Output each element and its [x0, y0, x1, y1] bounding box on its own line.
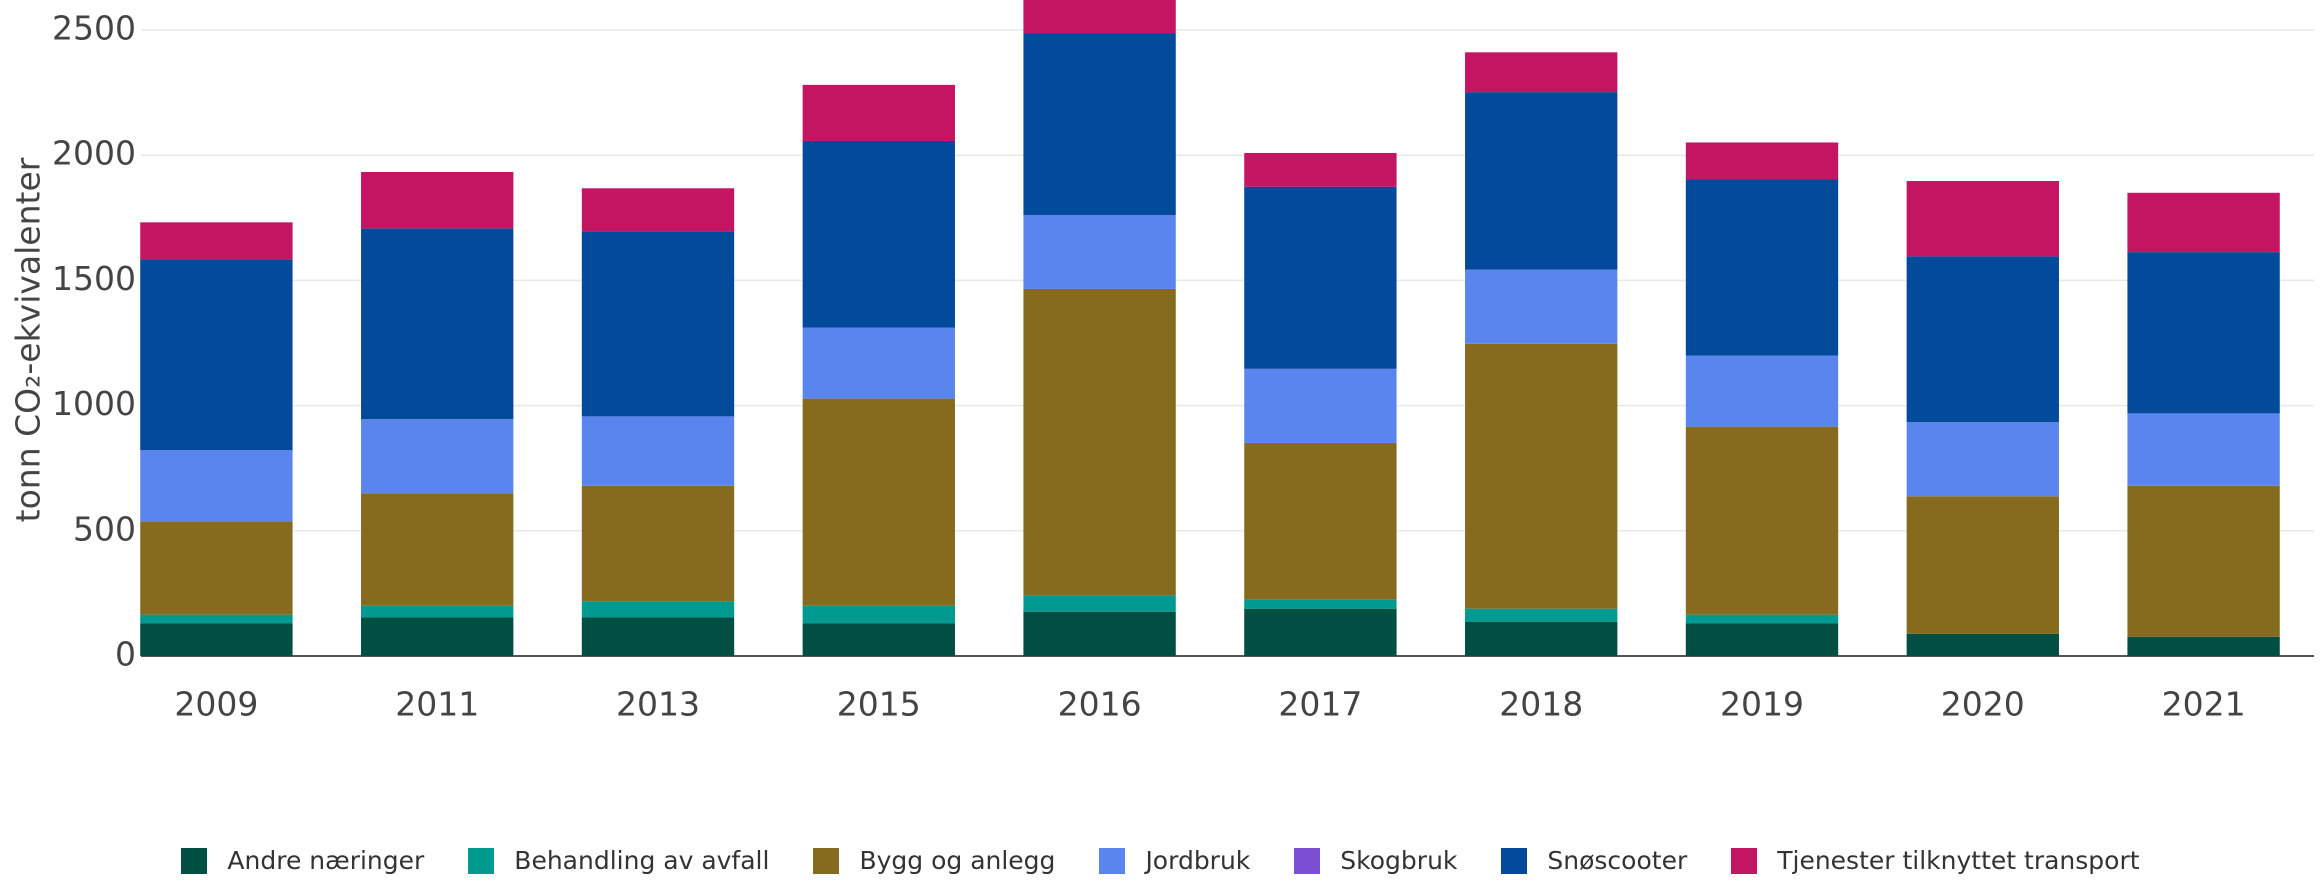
bar-segment: [802, 84, 955, 141]
y-tick-label: 0: [115, 635, 136, 674]
bar-segment: [1465, 608, 1618, 622]
bar-segment: [1906, 496, 2059, 634]
bar-segment: [361, 228, 514, 420]
bar-segment: [361, 419, 514, 494]
bar-segment: [361, 605, 514, 618]
legend-label: Snøscooter: [1547, 846, 1688, 875]
bar-segment: [2127, 485, 2280, 637]
bar-segment: [1023, 595, 1176, 612]
bar-segment: [361, 172, 514, 229]
bar-segment: [1685, 142, 1839, 180]
legend-swatch: [1099, 847, 1126, 874]
bar-segment: [1465, 269, 1618, 344]
chart: tonn CO₂-ekvivalenter 0 500 1000 1500 2000 25…: [9, 0, 2314, 724]
legend-swatch: [181, 847, 208, 874]
bar-segment: [1023, 288, 1176, 596]
legend-item[interactable]: Tjenester tilknyttet transport: [1731, 846, 2140, 875]
y-tick-label: 1500: [52, 259, 136, 298]
bar-segment: [361, 617, 514, 656]
bar-segment: [802, 398, 955, 606]
y-tick-label: 2000: [52, 134, 136, 173]
bar-segment: [140, 222, 293, 260]
x-tick-label: 2019: [1720, 685, 1804, 724]
bar-segment: [1244, 152, 1397, 187]
bar-segment: [581, 617, 735, 656]
bar-segment: [581, 188, 735, 232]
legend-label: Tjenester tilknyttet transport: [1777, 846, 2140, 875]
legend-item[interactable]: Jordbruk: [1099, 846, 1250, 875]
bar-segment: [140, 521, 293, 615]
legend-item[interactable]: Bygg og anlegg: [813, 846, 1055, 875]
bar-segment: [1906, 633, 2059, 656]
y-tick-label: 1000: [52, 384, 136, 423]
x-tick-label: 2011: [395, 685, 479, 724]
legend-swatch: [813, 847, 840, 874]
y-axis-title: tonn CO₂-ekvivalenter: [9, 157, 48, 522]
x-tick-label: 2013: [616, 685, 700, 724]
bar-segment: [1244, 608, 1397, 656]
bar-segment: [2127, 192, 2280, 253]
bar-segment: [140, 614, 293, 624]
legend-label: Bygg og anlegg: [859, 846, 1056, 875]
x-tick-label: 2020: [1941, 685, 2025, 724]
x-tick-label: 2018: [1499, 685, 1583, 724]
bar-segment: [1465, 621, 1618, 656]
bar-segment: [1465, 52, 1618, 93]
legend-label: Behandling av avfall: [514, 846, 770, 875]
bar-segment: [1906, 422, 2059, 497]
bar-segment: [140, 623, 293, 656]
bar-segment: [1685, 623, 1839, 656]
bar-segment: [2127, 413, 2280, 486]
bar-segment: [1023, 611, 1176, 656]
bar-segment: [1244, 186, 1397, 369]
x-tick-label: 2009: [174, 685, 258, 724]
bar-segment: [802, 140, 955, 328]
bar-segment: [140, 450, 293, 522]
bar-segment: [2127, 636, 2280, 656]
legend-item[interactable]: Skogbruk: [1294, 846, 1457, 875]
bar-segment: [1244, 368, 1397, 443]
bar-segment: [1023, 215, 1176, 289]
legend-swatch: [468, 847, 495, 874]
bar-segment: [1465, 92, 1618, 270]
legend-label: Andre næringer: [227, 846, 425, 875]
legend: Andre næringer Behandling av avfall Bygg o…: [0, 846, 2321, 875]
legend-item[interactable]: Behandling av avfall: [468, 846, 769, 875]
bar-segment: [1685, 179, 1839, 356]
bar-segment: [581, 231, 735, 417]
bar-segment: [2127, 252, 2280, 414]
bar-segment: [802, 605, 955, 624]
bar-segment: [1906, 181, 2059, 257]
bar-segment: [802, 327, 955, 399]
x-tick-label: 2016: [1058, 685, 1142, 724]
bar-segment: [1244, 599, 1397, 609]
bar-segment: [1244, 442, 1397, 600]
bar-segment: [361, 493, 514, 606]
bar-segment: [1023, 0, 1176, 34]
legend-swatch: [1501, 847, 1528, 874]
bar-segment: [1023, 33, 1176, 216]
legend-swatch: [1294, 847, 1321, 874]
legend-swatch: [1731, 847, 1758, 874]
x-tick-label: 2021: [2162, 685, 2246, 724]
bar-segment: [1906, 256, 2059, 423]
bar-segment: [581, 416, 735, 486]
x-tick-label: 2017: [1278, 685, 1362, 724]
legend-label: Jordbruk: [1145, 846, 1251, 875]
bar-segment: [140, 259, 293, 451]
y-tick-label: 500: [73, 509, 136, 548]
bar-segment: [1685, 355, 1839, 427]
bar-segment: [1465, 343, 1618, 609]
legend-item[interactable]: Snøscooter: [1501, 846, 1687, 875]
bar-segment: [1685, 426, 1839, 615]
bar-segment: [802, 623, 955, 656]
bar-segment: [1685, 614, 1839, 624]
legend-item[interactable]: Andre næringer: [181, 846, 424, 875]
y-tick-label: 2500: [52, 9, 136, 48]
bar-segment: [581, 601, 735, 618]
legend-label: Skogbruk: [1340, 846, 1458, 875]
bar-segment: [581, 485, 735, 602]
x-tick-label: 2015: [837, 685, 921, 724]
